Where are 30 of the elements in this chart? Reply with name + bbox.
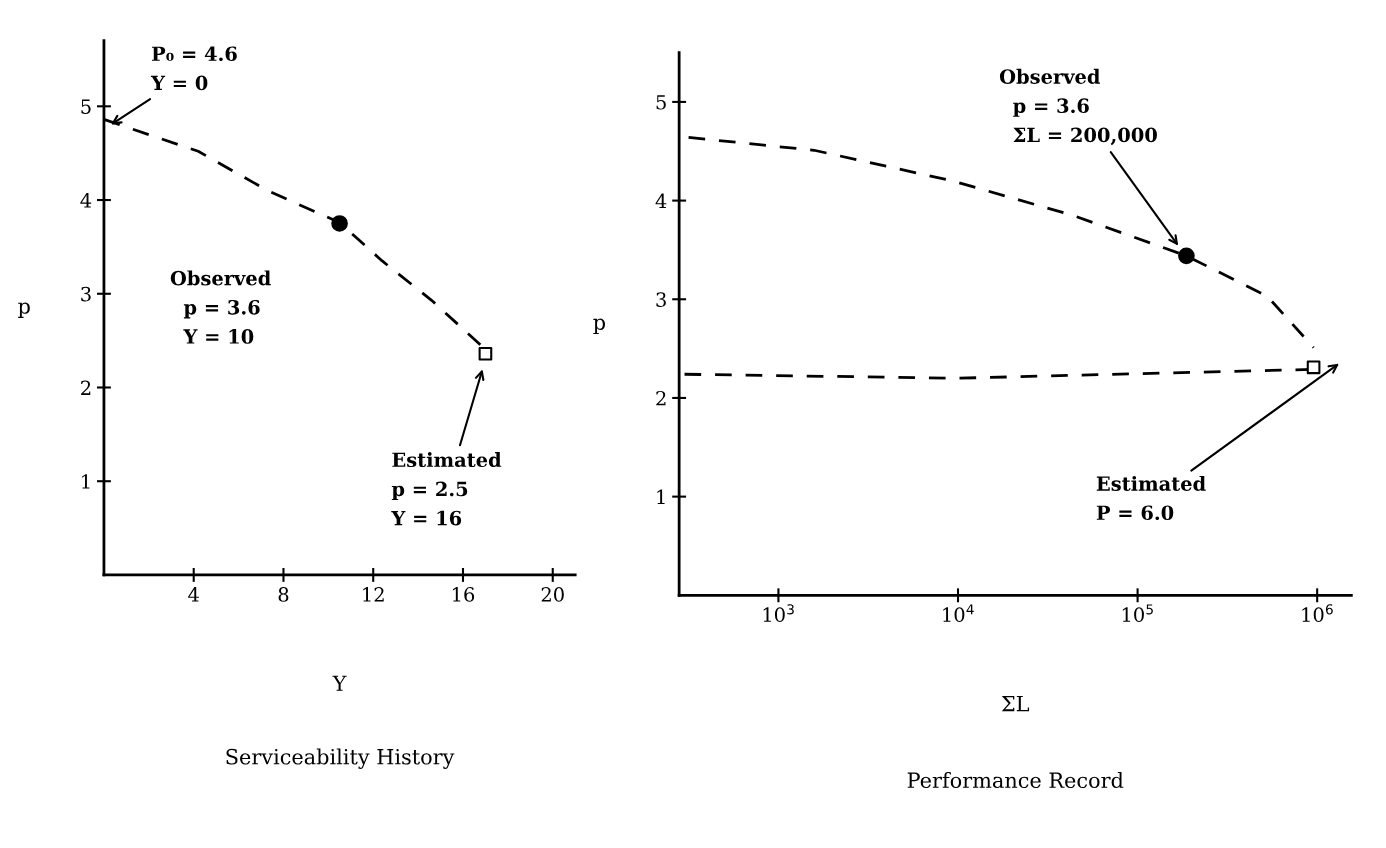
annotation: Observed p = 3.6 Y = 10 [170,270,271,344]
y-tick-label: 4 [80,192,92,208]
y-tick-label: 2 [656,390,666,406]
y-axis-title: p [18,302,30,318]
x-axis-title: Y [332,675,347,691]
x-tick-label: 10$^{3}$ [763,604,794,622]
y-axis-title: p [593,318,606,335]
y-tick-label: 2 [81,380,91,395]
y-tick-label: 1 [82,474,90,489]
x-tick-label: 12 [363,587,384,602]
x-tick-label: 10$^{4}$ [943,604,974,623]
text: Serviceability History [226,748,455,769]
annotation: Observed p = 3.6 ΣL = 200,000 [999,68,1157,146]
annotation: Estimated p = 2.5 Y = 16 [391,452,502,526]
annotation: Estimated P = 6.0 [1096,475,1206,521]
x-axis-title: ΣL [1001,696,1030,712]
y-tick-label: 4 [655,193,667,208]
annotation: P₀ = 4.6 Y = 0 [150,46,237,91]
y-tick-label: 5 [656,95,666,110]
x-tick-label: 16 [452,587,475,602]
y-tick-label: 3 [656,292,666,307]
y-tick-label: 1 [657,489,665,505]
x-tick-label: 10$^{5}$ [1122,604,1153,623]
x-tick-label: 8 [278,587,289,602]
x-tick-label: 10$^{6}$ [1302,604,1333,622]
y-tick-label: 5 [81,99,91,114]
x-tick-label: 20 [541,587,564,602]
text: Performance Record [907,771,1124,789]
y-tick-label: 3 [81,286,91,302]
x-tick-label: 4 [188,587,199,602]
